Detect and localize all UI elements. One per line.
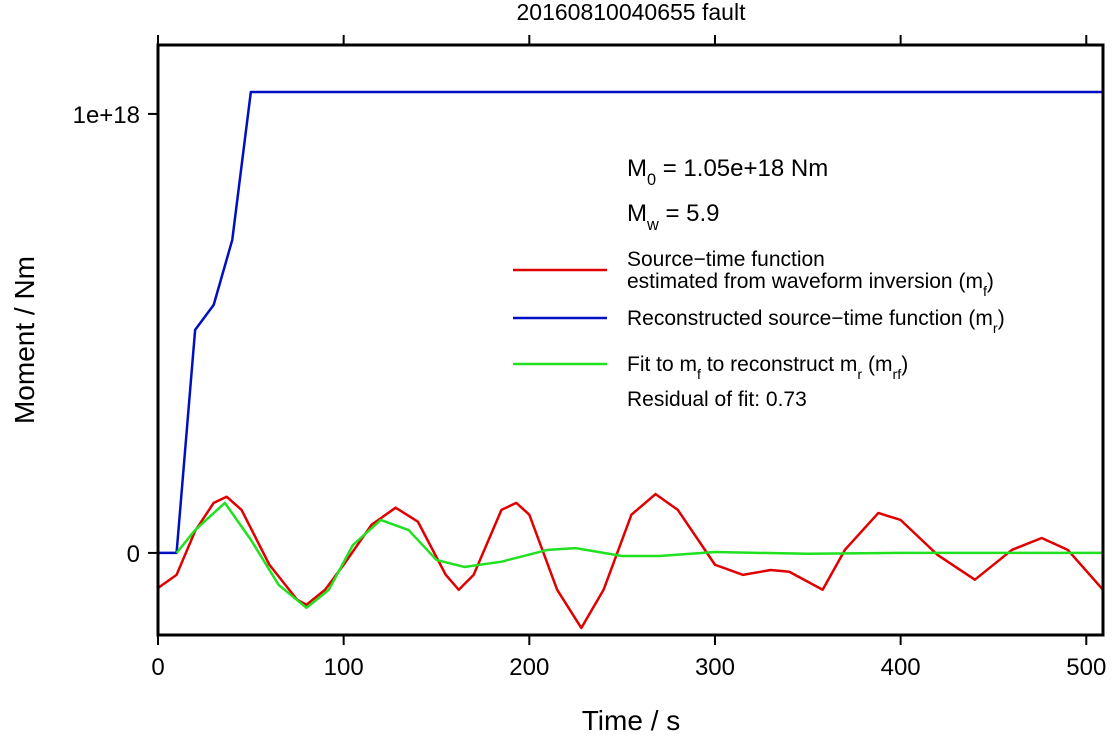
legend-label: Source−time function	[627, 248, 825, 271]
legend-label: Fit to mf to reconstruct mr (mrf)	[627, 353, 908, 383]
x-tick-label: 100	[324, 654, 364, 681]
series-line	[175, 501, 1103, 610]
chart-title: 20160810040655 fault	[517, 0, 747, 25]
legend-label: estimated from waveform inversion (mf)	[627, 270, 994, 300]
annotation: Mw = 5.9	[627, 200, 720, 234]
annotation: M0 = 1.05e+18 Nm	[627, 155, 828, 189]
text-part: = 1.05e+18 Nm	[656, 155, 828, 182]
plot-frame	[156, 43, 1105, 637]
text-part: )	[901, 353, 908, 376]
text-part: f	[983, 284, 987, 300]
text-part: = 5.9	[659, 200, 720, 227]
text-part: r	[857, 367, 862, 383]
y-tick-label: 0	[127, 541, 140, 568]
y-axis-label: Moment / Nm	[9, 256, 40, 424]
text-part: (m	[862, 353, 892, 376]
x-tick-label: 0	[151, 654, 164, 681]
y-tick-label: 1e+18	[73, 102, 140, 129]
x-axis-label: Time / s	[582, 705, 681, 736]
text-part: rf	[892, 367, 901, 383]
legend-label: Reconstructed source−time function (mr)	[627, 307, 1005, 337]
x-tick-label: 500	[1066, 654, 1106, 681]
annotation: Residual of fit: 0.73	[627, 388, 807, 411]
text-part: M	[627, 200, 647, 227]
text-part: r	[993, 321, 998, 337]
text-part: estimated from waveform inversion (m	[627, 270, 983, 293]
text-part: to reconstruct m	[701, 353, 857, 376]
text-part: Residual of fit: 0.73	[627, 388, 807, 411]
text-part: Fit to m	[627, 353, 697, 376]
series-line	[157, 492, 1104, 630]
x-tick-label: 400	[881, 654, 921, 681]
text-part: Reconstructed source−time function (m	[627, 307, 993, 330]
text-part: M	[627, 155, 647, 182]
text-part: )	[998, 307, 1005, 330]
text-part: )	[987, 270, 994, 293]
x-tick-label: 200	[509, 654, 549, 681]
text-part: Source−time function	[627, 248, 825, 271]
text-part: 0	[647, 171, 656, 189]
text-part: f	[697, 367, 701, 383]
x-tick-label: 300	[695, 654, 735, 681]
text-part: w	[646, 216, 659, 234]
